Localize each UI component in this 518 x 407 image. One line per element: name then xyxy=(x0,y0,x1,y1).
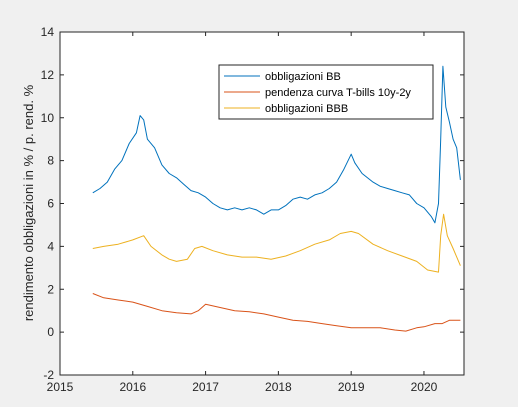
axes-layer: 2015 2016 2017 2018 2019 2020 -2 0 2 4 6 8 10 12 14 xyxy=(41,25,464,394)
y-tick-label: 0 xyxy=(47,325,54,339)
y-tick-label: 14 xyxy=(41,25,55,39)
series-line-2 xyxy=(92,213,461,273)
y-tick-label: 4 xyxy=(47,239,54,253)
legend-label-bb: obbligazioni BB xyxy=(265,71,341,83)
x-tick-label: 2017 xyxy=(192,380,219,394)
y-tick-label: 2 xyxy=(47,282,54,296)
x-tick-label: 2015 xyxy=(47,380,74,394)
series-layer xyxy=(92,65,461,332)
x-tick-label: 2020 xyxy=(411,380,438,394)
y-tick-label: 10 xyxy=(41,111,55,125)
y-tick-label: 6 xyxy=(47,197,54,211)
y-tick-label: 8 xyxy=(47,154,54,168)
series-line-0 xyxy=(92,65,461,224)
y-tick-label: -2 xyxy=(43,368,54,382)
x-tick-label: 2019 xyxy=(338,380,365,394)
legend: obbligazioni BB pendenza curva T-bills 1… xyxy=(218,64,434,120)
legend-label-bbb: obbligazioni BBB xyxy=(265,103,348,115)
series-line-1 xyxy=(92,293,461,332)
x-tick-label: 2018 xyxy=(265,380,292,394)
y-tick-label: 12 xyxy=(41,68,55,82)
y-axis-title: rendimento obbligazioni in % / p. rend. … xyxy=(21,84,36,321)
x-tick-label: 2016 xyxy=(119,380,146,394)
legend-label-slope: pendenza curva T-bills 10y-2y xyxy=(265,87,411,99)
